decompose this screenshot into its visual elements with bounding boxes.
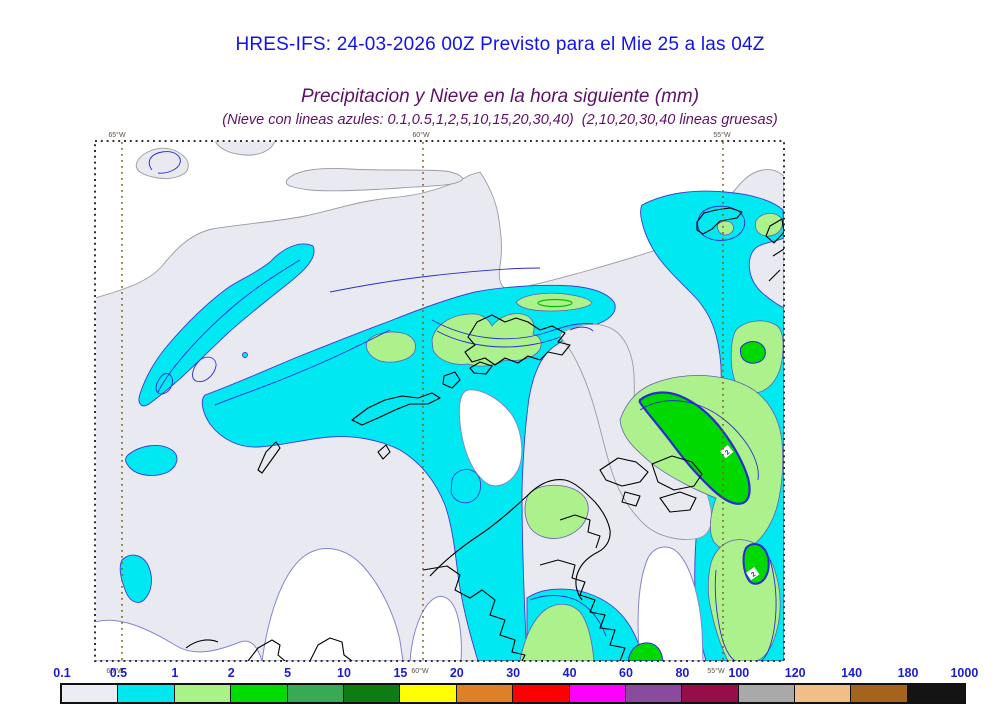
colorbar-cell — [907, 685, 965, 702]
snow-contours — [148, 151, 777, 661]
colorbar-label: 0.1 — [53, 666, 71, 680]
colorbar-cell — [231, 685, 288, 702]
svg-text:2: 2 — [750, 571, 757, 579]
colorbar-cell — [851, 685, 908, 702]
colorbar-label: 80 — [675, 666, 690, 680]
page-title: HRES-IFS: 24-03-2026 00Z Previsto para e… — [235, 34, 765, 55]
colorbar-cell — [682, 685, 739, 702]
colorbar-label: 120 — [784, 666, 806, 680]
colorbar-cell — [343, 685, 401, 702]
colorbar-cell — [400, 685, 457, 702]
colorbar-label: 30 — [506, 666, 521, 680]
map-frame — [94, 140, 785, 662]
colorbar-cell — [174, 685, 232, 702]
lon-label-bottom-60w: 60°W — [411, 668, 429, 675]
colorbar-cell — [456, 685, 514, 702]
lon-label-top-55w: 55°W — [713, 131, 731, 139]
colorbar-label: 40 — [562, 666, 577, 680]
colorbar-label: 5 — [284, 666, 292, 680]
colorbar-label: 20 — [449, 666, 464, 680]
colorbar-cell — [287, 685, 344, 702]
lon-label-top-65w: 65°W — [108, 131, 126, 139]
colorbar-cell — [738, 685, 796, 702]
colorbar-cell — [62, 685, 119, 702]
colorbar-label: 100 — [728, 666, 750, 680]
lon-label-top-60w: 60°W — [412, 131, 430, 139]
colorbar-cell — [118, 685, 175, 702]
coastlines — [185, 207, 784, 661]
longitude-gridlines — [121, 142, 724, 660]
colorbar-label: 2 — [227, 666, 235, 680]
colorbar — [60, 683, 967, 704]
green-inner-contour — [537, 298, 573, 308]
lon-label-bottom-65w: 65°W — [106, 668, 124, 675]
precip-green-cores — [627, 341, 770, 661]
map-subtitle: Precipitacion y Nieve en la hora siguien… — [300, 86, 700, 107]
colorbar-cell — [569, 685, 626, 702]
colorbar-labels: 65°W 60°W 55°W 0.1 0.5 1 2 5 10 15 20 30 40 60 80 10… — [0, 666, 1000, 682]
colorbar-label: 15 — [393, 666, 408, 680]
colorbar-cell — [625, 685, 683, 702]
colorbar-label: 180 — [897, 666, 919, 680]
colorbar-cell — [513, 685, 570, 702]
colorbar-label: 1 — [171, 666, 179, 680]
colorbar-label: 140 — [841, 666, 863, 680]
lon-label-bottom-55w: 55°W — [707, 668, 725, 675]
contour-label-2b: 2 — [746, 567, 760, 581]
colorbar-label: 1000 — [950, 666, 979, 680]
colorbar-label: 60 — [619, 666, 633, 680]
legend-note: (Nieve con lineas azules: 0.1,0.5,1,2,5,… — [222, 112, 778, 128]
precip-light-corridor — [560, 323, 712, 540]
colorbar-cell — [795, 685, 852, 702]
colorbar-label: 10 — [337, 666, 351, 680]
no-precip-holes — [96, 389, 704, 661]
svg-text:2: 2 — [724, 449, 732, 457]
colorbar-label: 0.5 — [109, 666, 128, 680]
